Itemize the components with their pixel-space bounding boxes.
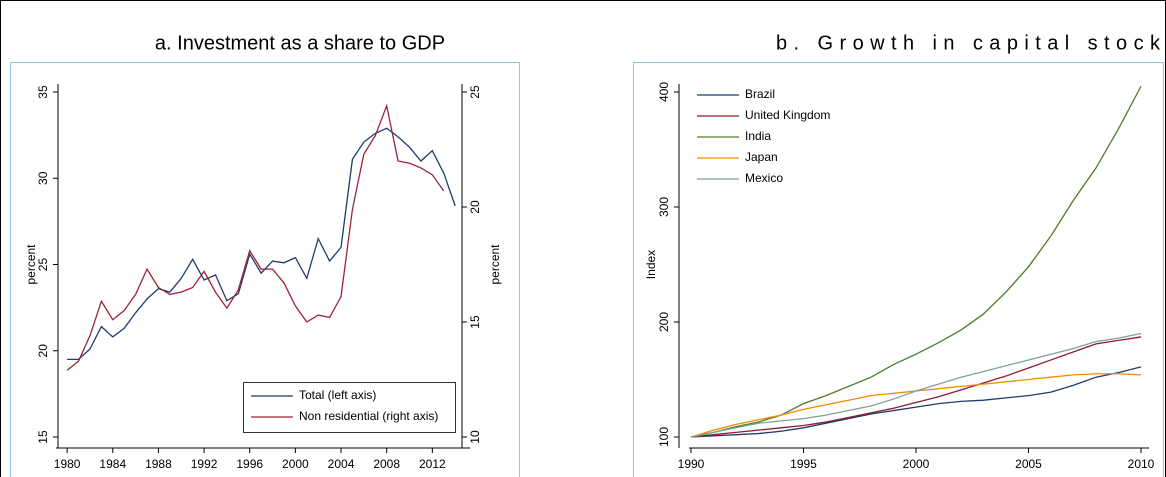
y2-tick-label: 10	[468, 430, 482, 444]
legend-label: Japan	[745, 150, 778, 164]
y-tick-label: 35	[36, 85, 50, 99]
series-line	[690, 85, 1142, 438]
series-line	[690, 373, 1142, 438]
series-line	[690, 336, 1142, 438]
x-tick-label: 2000	[903, 457, 930, 471]
y-axis-title: percent	[24, 244, 38, 285]
x-tick-label: 1984	[99, 457, 126, 471]
series-line	[690, 366, 1142, 438]
legend-box	[243, 382, 456, 433]
x-tick-label: 1980	[54, 457, 81, 471]
series-line	[690, 332, 1142, 438]
chart-title: b. Growth in capital stock	[776, 32, 1161, 54]
y-tick-label: 100	[657, 427, 671, 447]
x-tick-label: 2008	[373, 457, 400, 471]
x-tick-label: 2005	[1015, 457, 1042, 471]
y2-axis-title: percent	[488, 244, 502, 285]
legend-label: Non residential (right axis)	[299, 409, 438, 423]
y2-tick-label: 25	[468, 85, 482, 99]
y-tick-label: 30	[36, 171, 50, 185]
y-axis-title: Index	[644, 250, 658, 279]
y-tick-label: 200	[657, 312, 671, 332]
x-tick-label: 1995	[790, 457, 817, 471]
legend-label: United Kingdom	[745, 108, 830, 122]
y-tick-label: 25	[36, 258, 50, 272]
panel-frame	[633, 62, 1164, 477]
x-tick-label: 1990	[678, 457, 705, 471]
y2-tick-label: 15	[468, 315, 482, 329]
y-tick-label: 15	[36, 430, 50, 444]
x-tick-label: 1992	[191, 457, 218, 471]
x-tick-label: 2012	[419, 457, 446, 471]
x-tick-label: 2000	[282, 457, 309, 471]
x-tick-label: 1996	[236, 457, 263, 471]
x-tick-label: 2010	[1128, 457, 1155, 471]
legend-label: Mexico	[745, 171, 783, 185]
panel-frame	[10, 62, 520, 477]
x-tick-label: 2004	[328, 457, 355, 471]
y-tick-label: 300	[657, 197, 671, 217]
x-tick-label: 1988	[145, 457, 172, 471]
legend-label: India	[745, 129, 771, 143]
y2-tick-label: 20	[468, 200, 482, 214]
chart-title: a. Investment as a share to GDP	[155, 32, 445, 54]
y-tick-label: 400	[657, 82, 671, 102]
series-line	[66, 103, 445, 371]
legend-label: Total (left axis)	[299, 388, 376, 402]
legend-label: Brazil	[745, 87, 775, 101]
series-line	[67, 127, 456, 361]
y-tick-label: 20	[36, 344, 50, 358]
